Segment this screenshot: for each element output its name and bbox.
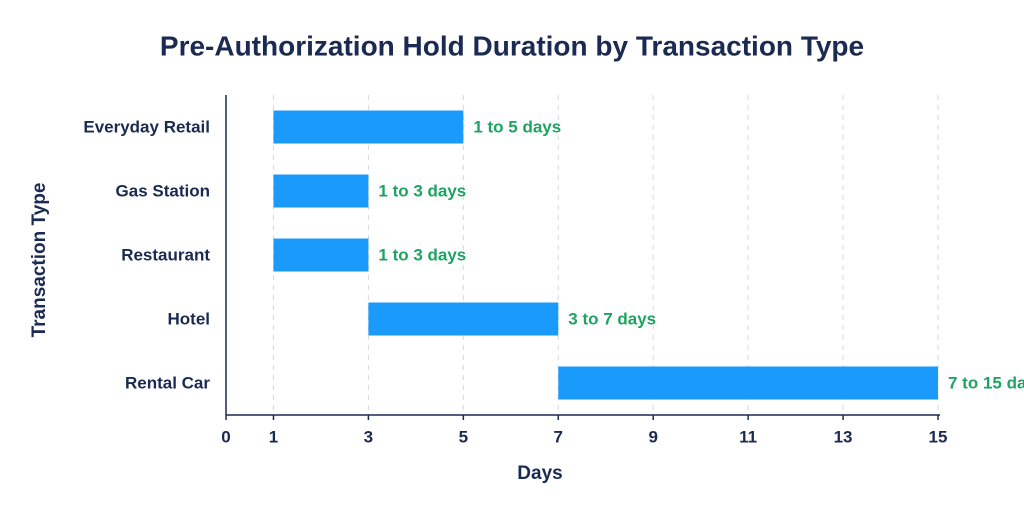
x-tick-label: 13 [834,427,853,446]
x-tick-label: 15 [929,427,948,446]
y-tick-label: Restaurant [121,245,210,264]
bar [273,238,369,272]
value-label: 3 to 7 days [568,309,656,328]
value-label: 7 to 15 days [948,373,1024,392]
y-tick-label: Hotel [168,309,211,328]
y-tick-label: Everyday Retail [83,117,210,136]
value-label: 1 to 3 days [378,245,466,264]
x-tick-label: 7 [554,427,563,446]
bar [368,302,559,336]
y-axis-label: Transaction Type [29,183,50,338]
bar [273,110,464,144]
x-tick-label: 9 [648,427,657,446]
x-tick-label: 1 [269,427,278,446]
chart-title: Pre-Authorization Hold Duration by Trans… [160,30,864,61]
x-tick-label: 5 [459,427,468,446]
bar [558,366,938,400]
x-tick-label: 0 [221,427,230,446]
value-label: 1 to 3 days [378,181,466,200]
x-tick-label: 3 [364,427,373,446]
y-tick-label: Gas Station [116,181,210,200]
bar [273,174,369,208]
y-tick-label: Rental Car [125,373,210,392]
x-tick-label: 11 [739,427,757,446]
x-axis-label: Days [517,463,562,484]
value-label: 1 to 5 days [473,117,561,136]
